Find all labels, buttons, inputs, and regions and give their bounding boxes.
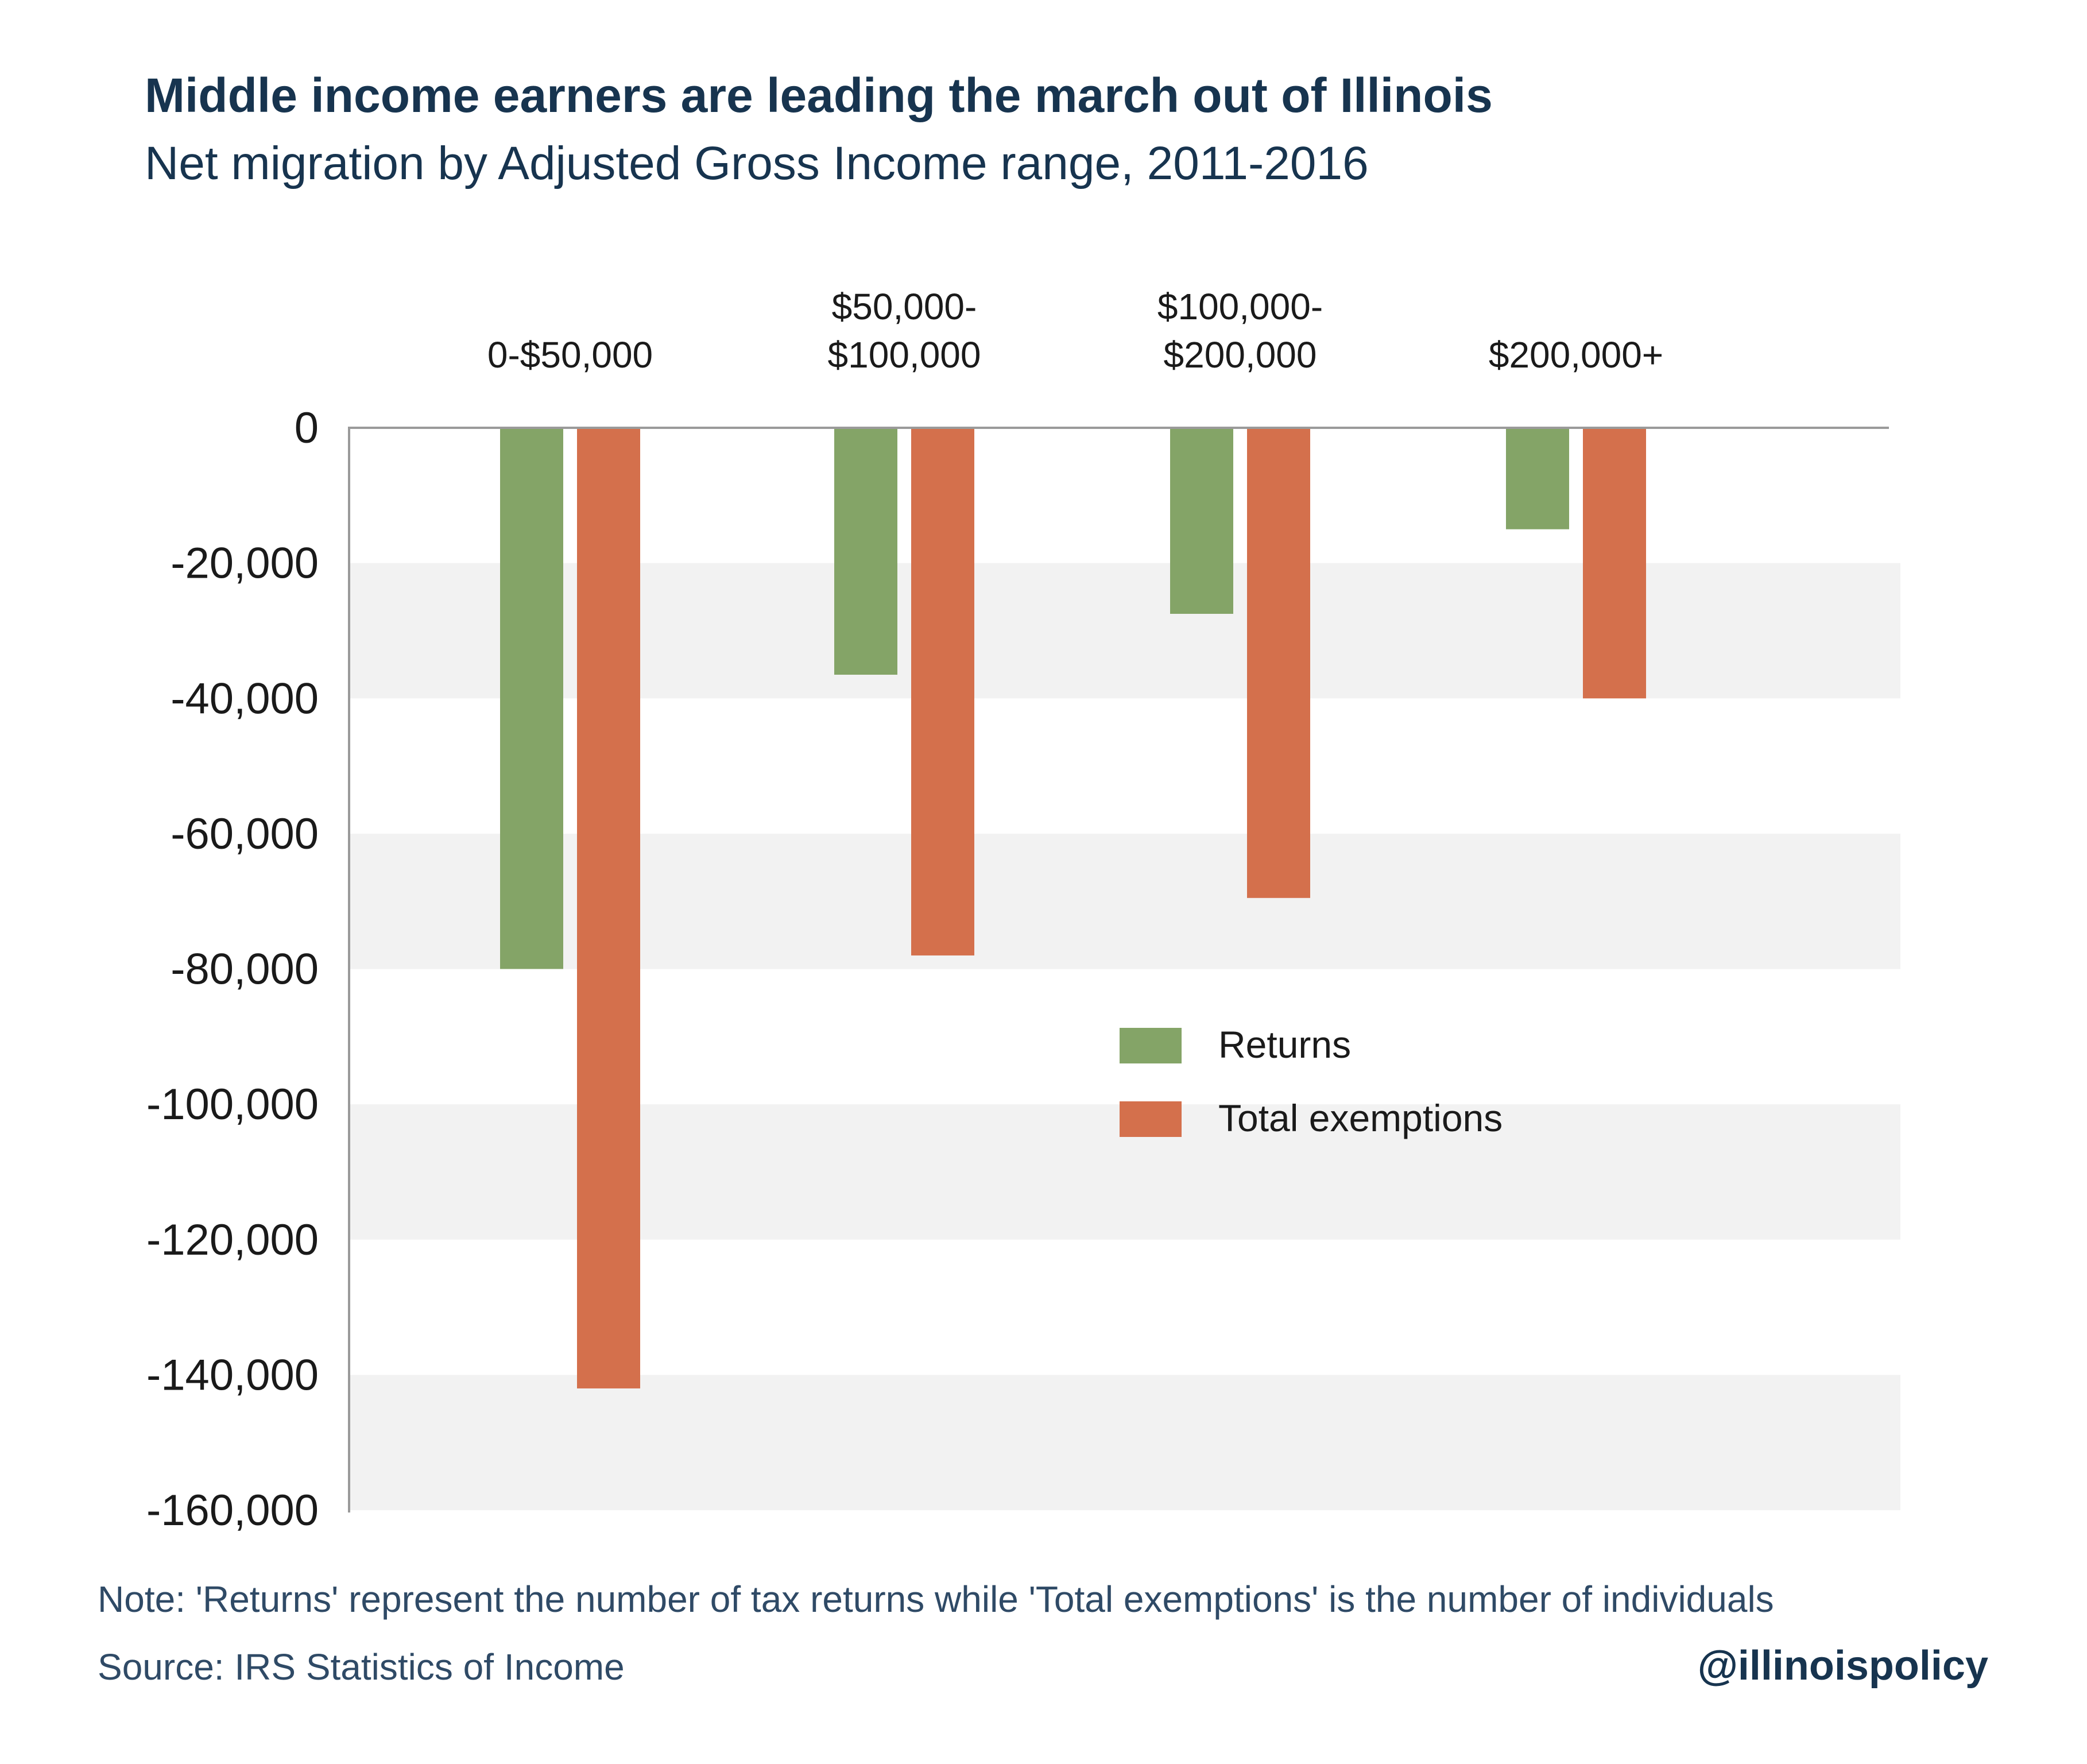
- brand-handle: @illinoispolicy: [1697, 1643, 1988, 1689]
- chart-subtitle: Net migration by Adjusted Gross Income r…: [145, 137, 1369, 189]
- legend-swatch-total-exemptions: [1120, 1101, 1182, 1137]
- y-tick-label: -120,000: [146, 1216, 319, 1264]
- source-note: Source: IRS Statistics of Income: [98, 1646, 625, 1688]
- bar-returns: [1170, 428, 1233, 614]
- y-tick-label: -20,000: [171, 539, 319, 588]
- y-tick-label: -60,000: [171, 810, 319, 858]
- bar-returns: [1506, 428, 1569, 529]
- y-tick-label: -160,000: [146, 1486, 319, 1535]
- y-tick-label: -140,000: [146, 1351, 319, 1399]
- y-tick-label: -100,000: [146, 1080, 319, 1129]
- category-label: $200,000+: [1489, 334, 1663, 376]
- y-tick-label: 0: [295, 404, 319, 452]
- legend-label: Returns: [1218, 1023, 1351, 1066]
- y-axis-ticks: 0 -20,000 -40,000 -60,000 -80,000 -100,000 -12…: [146, 404, 319, 1535]
- category-label: $100,000-: [1157, 286, 1323, 327]
- bars: [500, 428, 1646, 1388]
- legend: Returns Total exemptions: [1120, 1023, 1503, 1139]
- y-tick-label: -40,000: [171, 674, 319, 723]
- bar-total-exemptions: [577, 428, 640, 1388]
- legend-label: Total exemptions: [1218, 1097, 1503, 1139]
- chart-title: Middle income earners are leading the ma…: [145, 68, 1493, 122]
- axes: [348, 427, 1889, 1512]
- bar-total-exemptions: [1247, 428, 1310, 898]
- category-label: $200,000: [1164, 334, 1317, 376]
- grid-band: [349, 1375, 1900, 1510]
- category-label: 0-$50,000: [487, 334, 653, 376]
- bar-returns: [500, 428, 563, 969]
- footnote: Note: 'Returns' represent the number of …: [98, 1579, 1774, 1620]
- bar-total-exemptions: [1583, 428, 1646, 699]
- legend-swatch-returns: [1120, 1028, 1182, 1063]
- category-label: $50,000-: [832, 286, 977, 327]
- bar-returns: [834, 428, 897, 675]
- bar-total-exemptions: [911, 428, 974, 956]
- category-labels: 0-$50,000 $50,000- $100,000 $100,000- $200,0…: [487, 286, 1663, 376]
- y-tick-label: -80,000: [171, 945, 319, 994]
- category-label: $100,000: [828, 334, 981, 376]
